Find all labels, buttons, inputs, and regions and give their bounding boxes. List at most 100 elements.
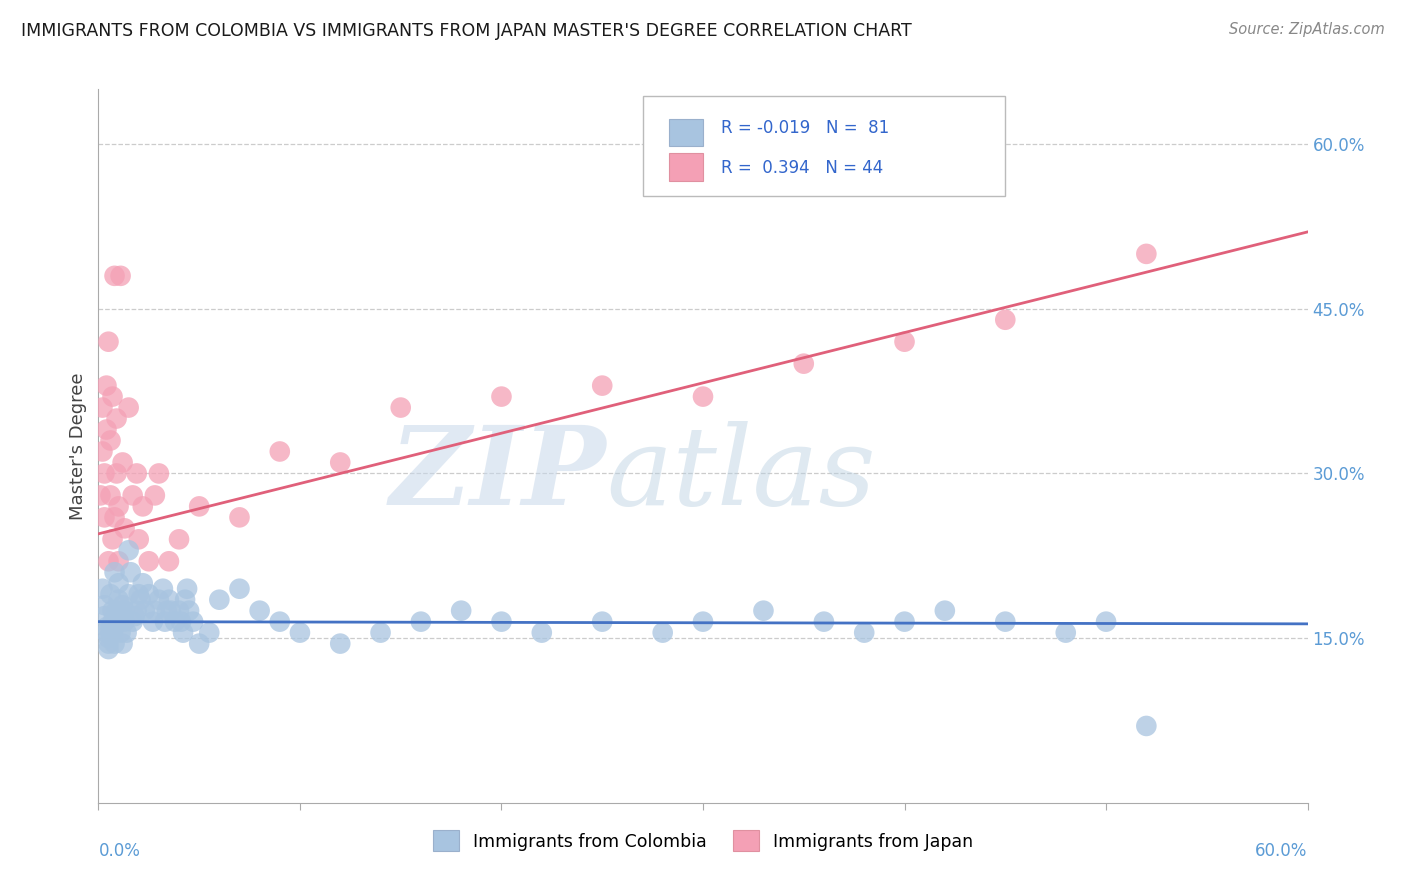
FancyBboxPatch shape bbox=[669, 120, 703, 146]
Point bbox=[125, 467, 148, 481]
Point bbox=[100, 587, 122, 601]
Point bbox=[288, 625, 311, 640]
Point bbox=[121, 488, 143, 502]
Point bbox=[138, 587, 160, 601]
Point bbox=[174, 592, 197, 607]
Point bbox=[329, 455, 352, 469]
Text: R = -0.019   N =  81: R = -0.019 N = 81 bbox=[721, 120, 890, 137]
Point bbox=[107, 554, 129, 568]
Point bbox=[179, 604, 201, 618]
Point bbox=[120, 566, 142, 580]
Point bbox=[114, 615, 136, 629]
Point bbox=[157, 592, 180, 607]
Point bbox=[91, 444, 114, 458]
Point bbox=[93, 510, 115, 524]
Point bbox=[121, 615, 143, 629]
Point bbox=[101, 615, 124, 629]
Text: 60.0%: 60.0% bbox=[1256, 842, 1308, 860]
Point bbox=[752, 604, 775, 618]
Text: IMMIGRANTS FROM COLOMBIA VS IMMIGRANTS FROM JAPAN MASTER'S DEGREE CORRELATION CH: IMMIGRANTS FROM COLOMBIA VS IMMIGRANTS F… bbox=[21, 22, 912, 40]
Point bbox=[228, 510, 250, 524]
Text: atlas: atlas bbox=[606, 421, 876, 528]
Point bbox=[1135, 247, 1157, 261]
Point bbox=[103, 620, 125, 634]
Point bbox=[148, 592, 170, 607]
Point bbox=[134, 604, 156, 618]
Point bbox=[132, 576, 155, 591]
Point bbox=[143, 604, 166, 618]
Point bbox=[893, 334, 915, 349]
Point bbox=[148, 467, 170, 481]
Point bbox=[96, 423, 118, 437]
Point bbox=[96, 620, 118, 634]
Point bbox=[157, 554, 180, 568]
Point bbox=[188, 500, 211, 514]
Point bbox=[172, 625, 194, 640]
Point bbox=[118, 587, 141, 601]
Point bbox=[103, 566, 125, 580]
Point bbox=[167, 533, 190, 547]
Point bbox=[107, 592, 129, 607]
Point bbox=[100, 434, 122, 448]
Point bbox=[101, 625, 124, 640]
Point bbox=[97, 642, 120, 657]
Point bbox=[110, 625, 132, 640]
Text: ZIP: ZIP bbox=[389, 421, 606, 528]
Point bbox=[129, 592, 152, 607]
Point bbox=[813, 615, 835, 629]
Point bbox=[329, 637, 352, 651]
Text: 0.0%: 0.0% bbox=[98, 842, 141, 860]
Point bbox=[125, 604, 148, 618]
Point bbox=[228, 582, 250, 596]
Point bbox=[101, 533, 124, 547]
FancyBboxPatch shape bbox=[669, 153, 703, 180]
Point bbox=[491, 615, 513, 629]
Point bbox=[101, 604, 124, 618]
Point bbox=[100, 620, 122, 634]
Point bbox=[97, 334, 120, 349]
Point bbox=[138, 554, 160, 568]
Point bbox=[370, 625, 392, 640]
Point bbox=[170, 615, 193, 629]
Point bbox=[1135, 719, 1157, 733]
Text: Source: ZipAtlas.com: Source: ZipAtlas.com bbox=[1229, 22, 1385, 37]
Point bbox=[101, 390, 124, 404]
Point bbox=[114, 521, 136, 535]
Text: R =  0.394   N = 44: R = 0.394 N = 44 bbox=[721, 159, 883, 177]
Point bbox=[107, 500, 129, 514]
Point bbox=[97, 554, 120, 568]
Point bbox=[530, 625, 553, 640]
Point bbox=[97, 637, 120, 651]
Point bbox=[153, 615, 176, 629]
Point bbox=[142, 615, 165, 629]
Point bbox=[132, 500, 155, 514]
Point bbox=[100, 625, 122, 640]
Point bbox=[934, 604, 956, 618]
Point bbox=[105, 604, 128, 618]
Point bbox=[143, 488, 166, 502]
Point bbox=[793, 357, 815, 371]
Point bbox=[692, 615, 714, 629]
Point bbox=[269, 615, 291, 629]
FancyBboxPatch shape bbox=[643, 96, 1005, 196]
Point bbox=[450, 604, 472, 618]
Point bbox=[118, 401, 141, 415]
Point bbox=[198, 625, 221, 640]
Point bbox=[124, 609, 146, 624]
Point bbox=[103, 637, 125, 651]
Point bbox=[107, 576, 129, 591]
Point bbox=[128, 533, 150, 547]
Point bbox=[853, 625, 876, 640]
Legend: Immigrants from Colombia, Immigrants from Japan: Immigrants from Colombia, Immigrants fro… bbox=[426, 823, 980, 858]
Point bbox=[167, 604, 190, 618]
Point bbox=[91, 401, 114, 415]
Point bbox=[110, 604, 132, 618]
Point bbox=[181, 615, 204, 629]
Point bbox=[156, 604, 179, 618]
Point bbox=[93, 598, 115, 612]
Point bbox=[111, 598, 134, 612]
Point bbox=[591, 615, 613, 629]
Point bbox=[176, 582, 198, 596]
Point bbox=[160, 604, 183, 618]
Point bbox=[188, 637, 211, 651]
